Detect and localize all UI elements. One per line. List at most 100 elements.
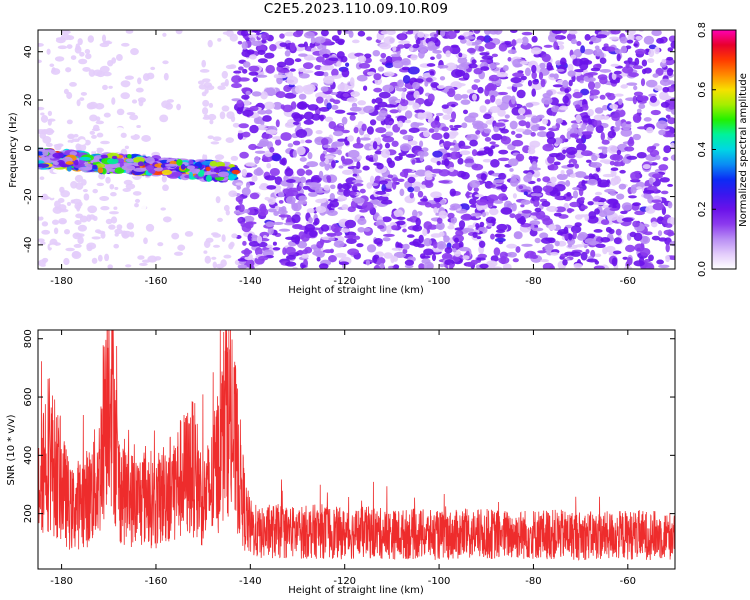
noise-cell — [587, 215, 599, 224]
noise-cell — [221, 105, 230, 112]
noise-cell — [485, 216, 497, 224]
noise-cell — [555, 117, 563, 124]
noise-cell — [394, 156, 402, 161]
noise-cell — [40, 241, 46, 246]
x-tick-label: -80 — [525, 276, 541, 287]
noise-cell — [521, 31, 533, 36]
y-tick-label: -40 — [23, 237, 34, 253]
noise-cell — [634, 243, 645, 252]
noise-cell — [346, 97, 358, 103]
noise-cell — [645, 79, 658, 88]
noise-cell — [626, 256, 633, 266]
noise-cell — [55, 37, 66, 44]
noise-cell — [577, 127, 584, 137]
noise-cell — [240, 30, 249, 37]
noise-cell — [628, 195, 637, 199]
noise-cell — [351, 39, 360, 44]
noise-cell — [120, 80, 131, 88]
noise-cell — [471, 84, 479, 91]
noise-cell — [231, 233, 238, 239]
noise-cell — [662, 86, 670, 93]
noise-cell — [484, 87, 490, 97]
noise-cell — [659, 177, 670, 183]
noise-cell — [607, 198, 619, 206]
noise-cell — [284, 57, 295, 66]
noise-cell — [176, 103, 182, 111]
signal-cell — [205, 174, 212, 182]
noise-cell — [417, 151, 425, 156]
noise-cell — [434, 39, 441, 47]
noise-cell — [202, 78, 211, 83]
noise-cell — [594, 191, 603, 196]
x-tick-label: -160 — [145, 276, 168, 287]
noise-cell — [511, 39, 517, 47]
noise-cell — [78, 58, 88, 65]
noise-cell — [558, 44, 565, 50]
noise-cell — [591, 155, 598, 161]
noise-cell — [422, 111, 433, 119]
noise-cell — [142, 73, 150, 82]
noise-cell — [570, 225, 582, 234]
noise-cell — [532, 227, 544, 232]
noise-cell — [322, 249, 334, 254]
signal-cell — [78, 156, 91, 161]
noise-cell — [548, 164, 559, 171]
noise-cell — [397, 80, 402, 85]
noise-cell — [326, 102, 332, 110]
noise-cell — [420, 198, 429, 202]
noise-cell — [476, 199, 488, 206]
noise-cell — [481, 55, 494, 60]
noise-cell — [54, 206, 60, 211]
noise-cell — [458, 246, 470, 252]
noise-cell — [379, 180, 388, 185]
noise-cell — [104, 97, 112, 103]
noise-cell — [620, 210, 628, 215]
noise-cell — [380, 52, 387, 59]
snr-panel: -180 -160 -140 -120 -100 -80 -60 200400600800 … — [6, 329, 676, 596]
noise-cell — [41, 35, 52, 40]
noise-cell — [439, 263, 445, 268]
noise-cell — [411, 181, 422, 189]
noise-cell — [297, 200, 308, 205]
noise-cell — [636, 126, 648, 130]
noise-cell — [92, 124, 100, 132]
noise-cell — [242, 131, 251, 138]
noise-cell — [366, 244, 377, 253]
noise-cell — [258, 207, 269, 217]
noise-cell — [419, 154, 424, 162]
noise-cell — [620, 45, 628, 54]
noise-cell — [412, 44, 420, 49]
noise-cell — [579, 196, 585, 201]
noise-cell — [201, 59, 207, 68]
noise-cell — [493, 247, 501, 257]
noise-cell — [98, 173, 106, 180]
noise-cell — [433, 127, 439, 133]
noise-cell — [495, 229, 506, 233]
noise-cell — [530, 124, 539, 132]
noise-cell — [516, 89, 526, 99]
signal-cell — [145, 164, 155, 171]
noise-cell — [647, 58, 655, 64]
noise-cell — [381, 216, 392, 223]
noise-cell — [95, 120, 105, 125]
noise-cell — [561, 30, 568, 34]
noise-cell — [590, 249, 596, 258]
noise-cell — [609, 103, 619, 110]
noise-cell — [341, 169, 354, 175]
noise-cell — [296, 168, 306, 177]
noise-cell — [632, 65, 644, 70]
noise-cell — [108, 85, 113, 89]
noise-cell — [108, 224, 116, 230]
noise-cell — [249, 124, 259, 134]
noise-cell — [91, 236, 101, 240]
noise-cell — [286, 76, 299, 85]
noise-cell — [284, 31, 295, 37]
noise-cell — [267, 196, 276, 205]
noise-cell — [560, 57, 567, 66]
signal-cell — [126, 158, 135, 163]
noise-cell — [658, 129, 666, 136]
noise-cell — [595, 124, 604, 134]
noise-cell — [545, 243, 554, 251]
noise-cell — [573, 263, 583, 269]
noise-cell — [519, 215, 526, 225]
